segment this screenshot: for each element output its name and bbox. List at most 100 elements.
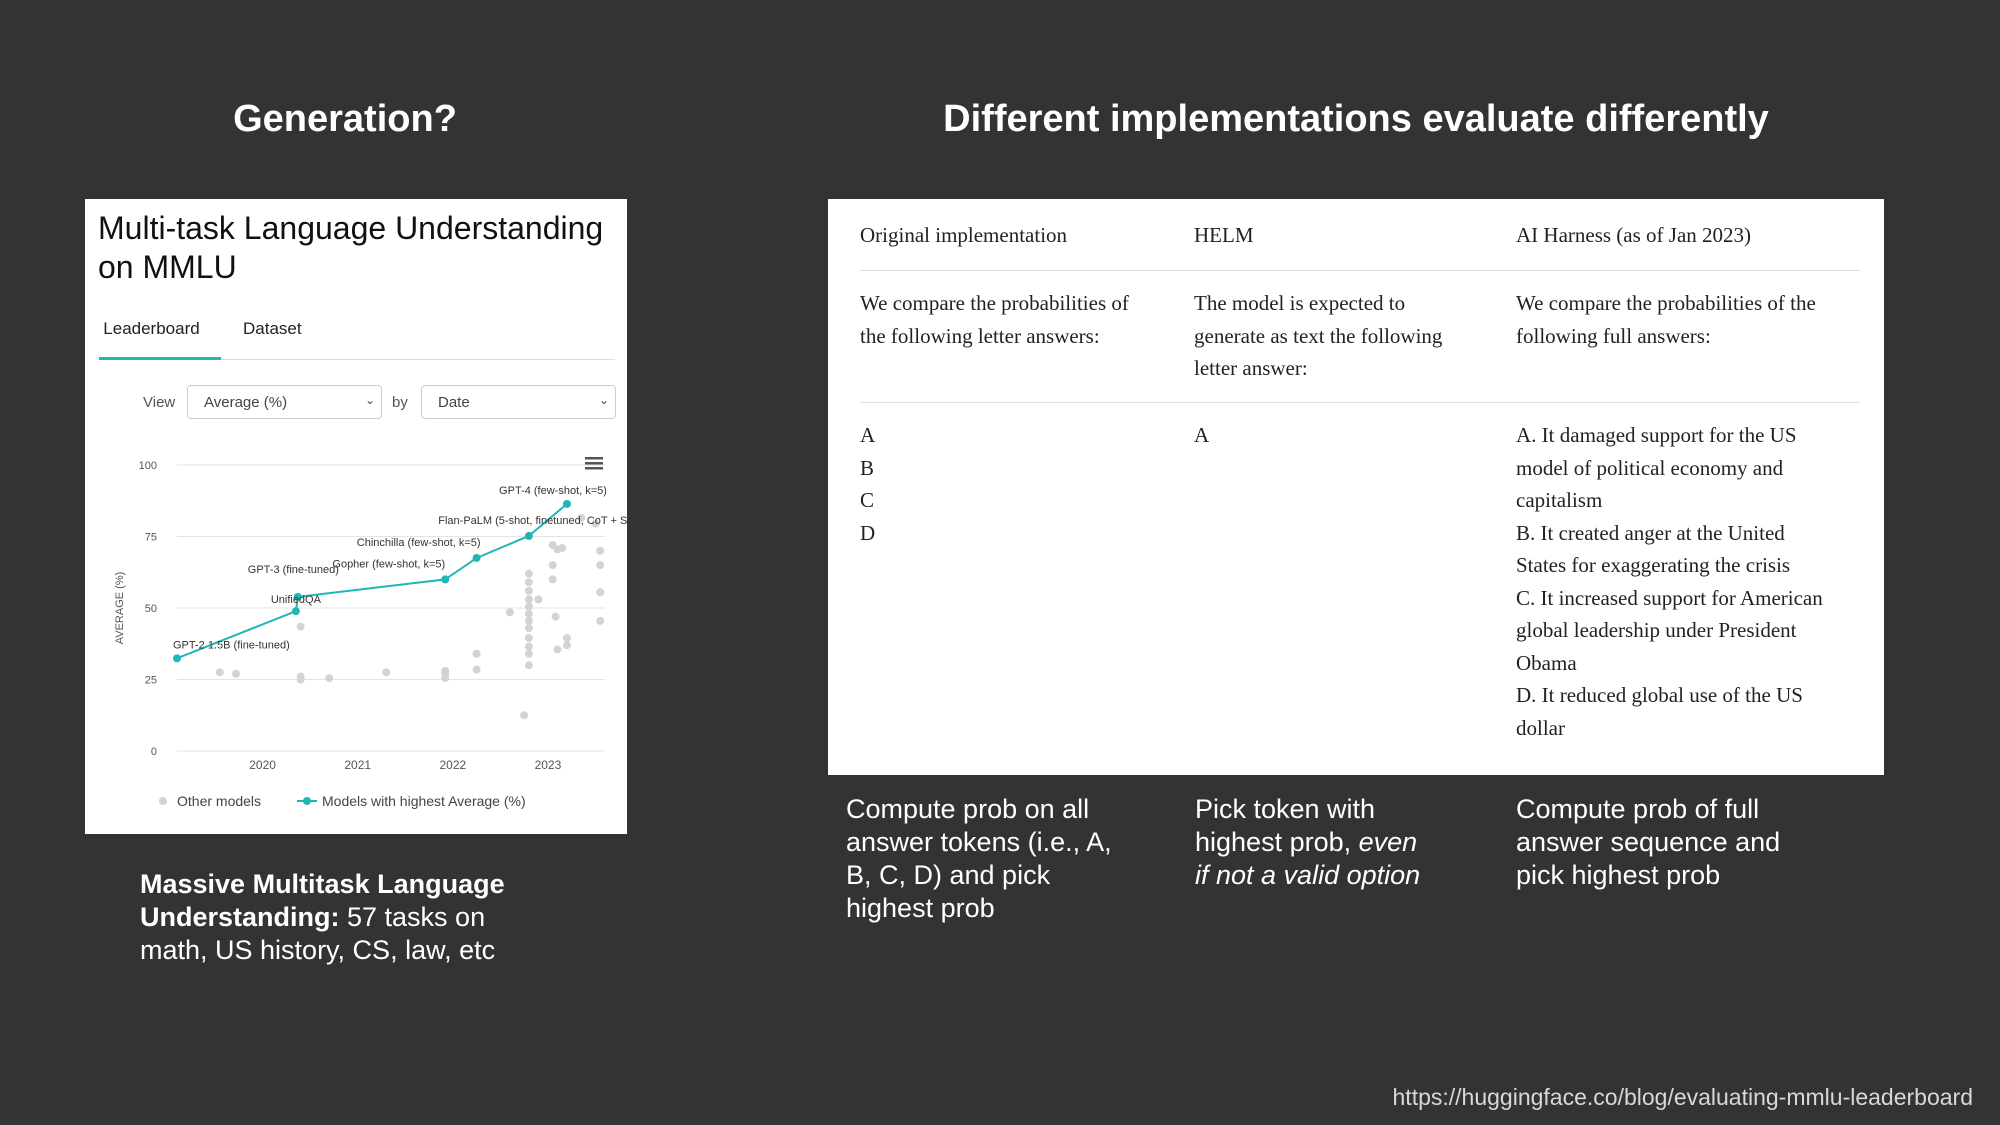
mmlu-leaderboard-card: Multi-task Language Understanding on MML…	[85, 199, 627, 834]
other-model-point	[591, 519, 600, 528]
mmlu-description: Massive Multitask Language Understanding…	[140, 868, 560, 967]
other-model-point	[524, 642, 533, 651]
point-label: Chinchilla (few-shot, k=5)	[357, 537, 481, 549]
row-rule	[860, 402, 1860, 403]
other-model-point	[325, 674, 334, 683]
point-label: Flan-PaLM (5-shot, finetuned, CoT + SC)	[438, 515, 627, 527]
other-model-point	[596, 546, 605, 555]
y-tick-label: 75	[145, 532, 157, 544]
other-model-point	[524, 624, 533, 633]
other-model-point	[548, 575, 557, 584]
other-model-point	[562, 634, 571, 643]
view-label: View	[143, 394, 176, 411]
source-url[interactable]: https://huggingface.co/blog/evaluating-m…	[1392, 1084, 1973, 1110]
sota-point	[173, 654, 181, 663]
point-label: GPT-4 (few-shot, k=5)	[499, 485, 607, 497]
other-model-point	[534, 595, 543, 604]
chevron-down-icon: ⌄	[598, 393, 609, 407]
other-model-point	[524, 649, 533, 658]
implementation-comparison-table: Original implementation HELM AI Harness …	[828, 199, 1884, 775]
legend-other-label: Other models	[177, 793, 261, 809]
other-model-point	[520, 711, 529, 720]
sota-point	[562, 499, 571, 508]
other-model-point	[558, 543, 567, 552]
legend-sota-marker	[303, 797, 311, 805]
answers-helm: A	[1194, 423, 1210, 447]
other-model-point	[553, 645, 562, 654]
view-select[interactable]: Average (%) ⌄	[187, 385, 382, 419]
point-label: Gopher (few-shot, k=5)	[332, 558, 445, 570]
legend-sota-label: Models with highest Average (%)	[322, 793, 526, 809]
other-model-point	[296, 622, 305, 631]
sota-point	[472, 553, 481, 562]
other-model-point	[596, 616, 605, 625]
other-model-point	[441, 674, 450, 683]
x-tick-label: 2023	[535, 758, 562, 772]
y-tick-label: 0	[151, 746, 157, 758]
tab-leaderboard[interactable]: Leaderboard	[103, 319, 200, 338]
sota-point	[441, 575, 450, 584]
x-tick-label: 2022	[439, 758, 466, 772]
tab-divider	[99, 359, 615, 360]
view-select-value: Average (%)	[204, 394, 288, 411]
tab-dataset[interactable]: Dataset	[243, 319, 302, 338]
other-model-point	[524, 602, 533, 611]
leaderboard-title: Multi-task Language Understanding on MML…	[98, 210, 604, 285]
other-model-point	[524, 661, 533, 670]
right-heading: Different implementations evaluate diffe…	[943, 98, 1769, 140]
other-model-point	[562, 641, 571, 650]
x-tick-label: 2021	[344, 758, 371, 772]
other-model-point	[551, 612, 560, 621]
other-model-point	[296, 675, 305, 684]
mmlu-description-bold: Massive Multitask Language Understanding…	[140, 869, 505, 932]
sota-line	[176, 503, 568, 660]
mmlu-chart: 0 25 50 75 100 2020 2021 2022 2023 AVERAGE (%) GPT…	[114, 457, 627, 809]
by-label: by	[392, 394, 408, 411]
other-model-point	[596, 588, 605, 597]
caption-original: Compute prob on all answer tokens (i.e., …	[846, 794, 1112, 923]
y-tick-label: 50	[145, 603, 157, 615]
other-model-point	[215, 668, 224, 677]
other-model-point	[505, 608, 514, 617]
point-label: UnifiedQA	[271, 594, 322, 606]
description-harness: We compare the probabilities of the follo…	[1516, 291, 1816, 348]
legend-other-marker	[159, 797, 167, 805]
answers-harness: A. It damaged support for the US model of…	[1516, 423, 1823, 740]
description-original: We compare the probabilities of the follo…	[860, 291, 1129, 348]
sota-point	[291, 607, 300, 616]
y-axis-label: AVERAGE (%)	[114, 572, 126, 645]
other-model-point	[524, 609, 533, 618]
active-tab-indicator	[99, 357, 221, 360]
other-model-point	[382, 668, 391, 677]
other-model-point	[472, 649, 481, 658]
x-tick-label: 2020	[249, 758, 276, 772]
chevron-down-icon: ⌄	[364, 393, 375, 407]
by-select-value: Date	[438, 394, 470, 411]
caption-helm: Pick token with highest prob, even if no…	[1195, 794, 1421, 890]
header-rule	[860, 270, 1860, 271]
point-label: GPT-3 (fine-tuned)	[248, 564, 339, 576]
other-model-point	[524, 595, 533, 604]
left-heading: Generation?	[233, 98, 457, 140]
header-helm: HELM	[1194, 223, 1254, 247]
y-tick-label: 100	[139, 460, 157, 472]
other-model-point	[472, 665, 481, 674]
other-model-point	[524, 616, 533, 625]
other-model-point	[231, 669, 240, 678]
header-harness: AI Harness (as of Jan 2023)	[1516, 223, 1752, 247]
other-model-point	[524, 634, 533, 643]
description-helm: The model is expected to generate as text…	[1194, 291, 1443, 380]
other-model-point	[524, 586, 533, 595]
hamburger-menu-icon[interactable]	[585, 457, 603, 470]
y-tick-label: 25	[145, 675, 157, 687]
other-model-point	[548, 561, 557, 570]
caption-harness: Compute prob of full answer sequence and p…	[1516, 794, 1781, 890]
by-select[interactable]: Date ⌄	[421, 385, 616, 419]
header-original: Original implementation	[860, 223, 1068, 247]
sota-point	[524, 531, 533, 540]
mmlu-description-rest: 57 tasks on math, US history, CS, law, e…	[140, 902, 496, 965]
other-model-point	[596, 561, 605, 570]
point-label: GPT-2 1.5B (fine-tuned)	[173, 639, 290, 651]
other-model-point	[524, 578, 533, 587]
